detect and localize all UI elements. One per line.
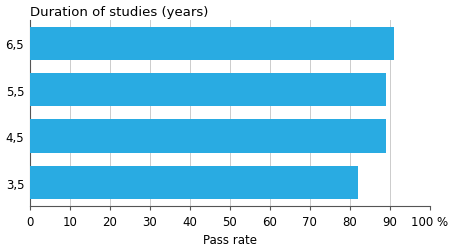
X-axis label: Pass rate: Pass rate — [203, 234, 257, 246]
Text: Duration of studies (years): Duration of studies (years) — [30, 6, 208, 18]
Bar — [30, 27, 394, 61]
Bar — [30, 74, 386, 107]
Bar — [30, 120, 386, 153]
Bar — [30, 166, 358, 200]
